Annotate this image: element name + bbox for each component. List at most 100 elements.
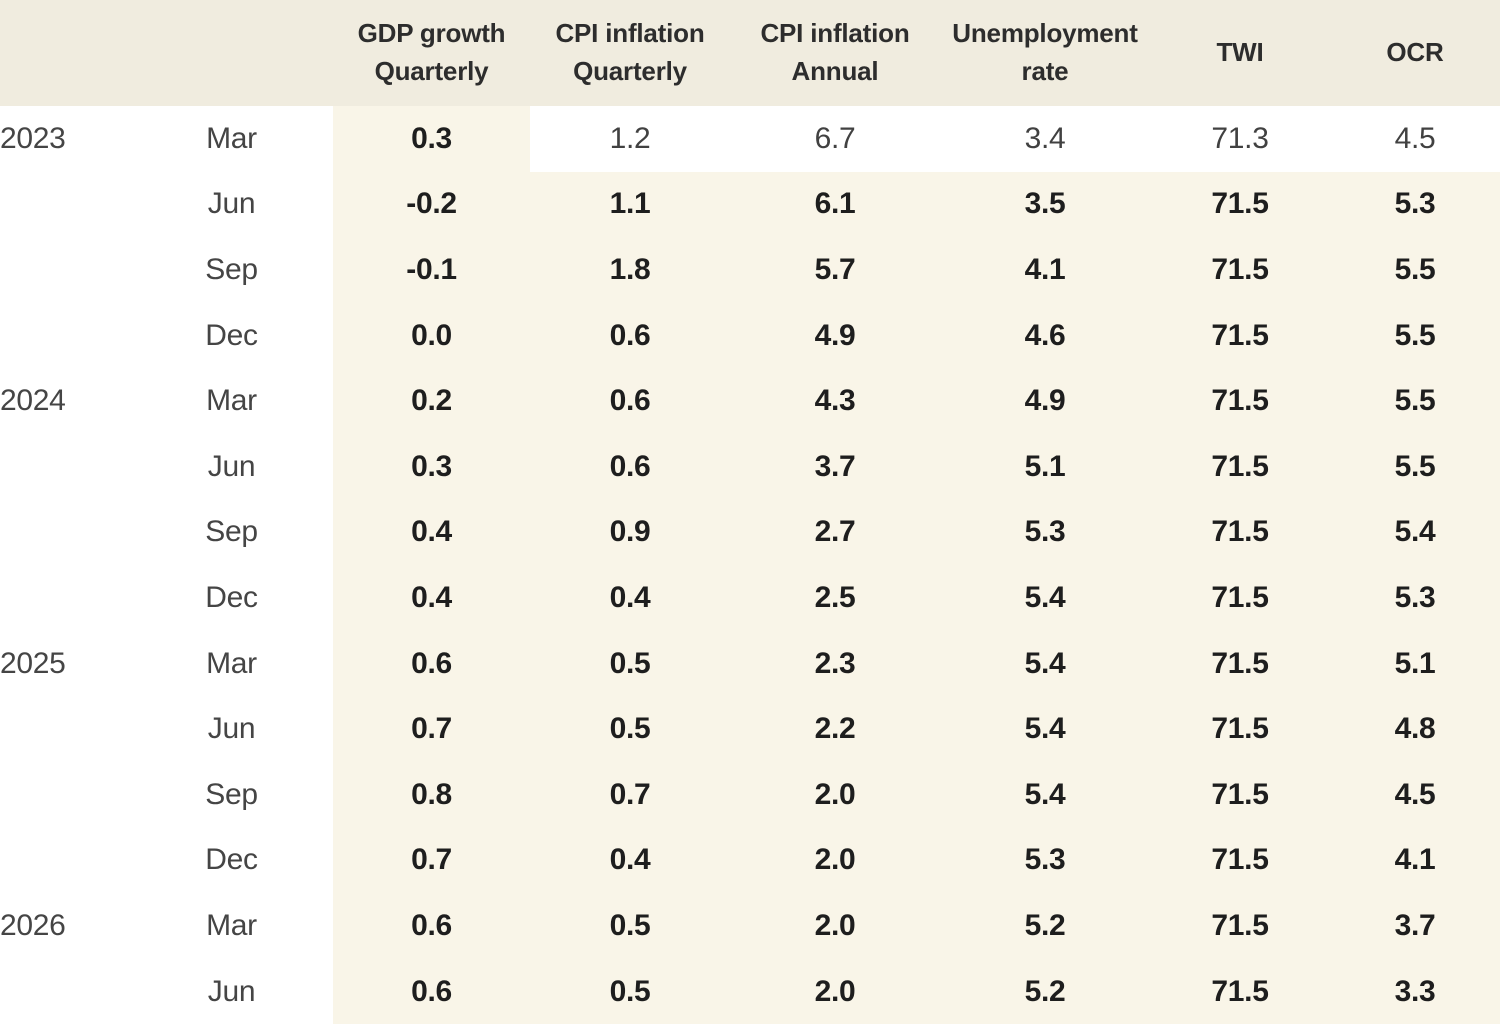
cell-gdp-growth-quarterly: 0.4 (333, 499, 530, 566)
cell-unemployment-rate: 5.4 (940, 761, 1150, 828)
cell-gdp-growth-quarterly: 0.0 (333, 302, 530, 369)
cell-year (0, 237, 130, 303)
cell-cpi-inflation-quarterly: 0.6 (530, 433, 730, 500)
cell-year (0, 433, 130, 500)
cell-cpi-inflation-annual: 2.7 (730, 499, 940, 566)
cell-quarter: Dec (130, 827, 333, 894)
cell-cpi-inflation-quarterly: 1.2 (530, 106, 730, 172)
table-header: GDP growth Quarterly CPI inflation Quart… (0, 0, 1500, 106)
cell-ocr: 5.4 (1330, 499, 1500, 566)
cell-twi: 71.5 (1150, 958, 1330, 1024)
cell-gdp-growth-quarterly: 0.7 (333, 827, 530, 894)
cell-year: 2023 (0, 106, 130, 172)
cell-twi: 71.5 (1150, 237, 1330, 303)
table-row: Dec 0.0 0.6 4.9 4.6 71.5 5.5 (0, 302, 1500, 369)
cell-gdp-growth-quarterly: 0.3 (333, 106, 530, 172)
table-row: Dec 0.7 0.4 2.0 5.3 71.5 4.1 (0, 827, 1500, 894)
cell-quarter: Jun (130, 171, 333, 238)
cell-cpi-inflation-quarterly: 0.5 (530, 696, 730, 762)
cell-twi: 71.5 (1150, 893, 1330, 959)
cell-ocr: 4.5 (1330, 761, 1500, 828)
cell-year (0, 958, 130, 1024)
cell-cpi-inflation-quarterly: 0.5 (530, 893, 730, 959)
table-row: Jun -0.2 1.1 6.1 3.5 71.5 5.3 (0, 171, 1500, 238)
column-header-cpi-inflation-annual: CPI inflation Annual (730, 0, 940, 106)
cell-cpi-inflation-quarterly: 0.4 (530, 565, 730, 631)
cell-year (0, 499, 130, 566)
cell-ocr: 5.3 (1330, 565, 1500, 631)
cell-quarter: Jun (130, 958, 333, 1024)
cell-unemployment-rate: 4.9 (940, 368, 1150, 434)
cell-unemployment-rate: 5.4 (940, 565, 1150, 631)
cell-cpi-inflation-quarterly: 0.6 (530, 368, 730, 434)
cell-quarter: Sep (130, 237, 333, 303)
cell-cpi-inflation-annual: 5.7 (730, 237, 940, 303)
cell-year (0, 761, 130, 828)
cell-quarter: Sep (130, 761, 333, 828)
table-row: Jun 0.3 0.6 3.7 5.1 71.5 5.5 (0, 433, 1500, 500)
cell-gdp-growth-quarterly: 0.8 (333, 761, 530, 828)
cell-ocr: 5.5 (1330, 237, 1500, 303)
column-header-ocr: OCR (1330, 0, 1500, 106)
column-header-gdp-growth-quarterly: GDP growth Quarterly (333, 0, 530, 106)
cell-unemployment-rate: 5.3 (940, 499, 1150, 566)
cell-cpi-inflation-annual: 2.0 (730, 958, 940, 1024)
table-row: Sep 0.8 0.7 2.0 5.4 71.5 4.5 (0, 761, 1500, 828)
cell-unemployment-rate: 5.1 (940, 433, 1150, 500)
table-row: Jun 0.6 0.5 2.0 5.2 71.5 3.3 (0, 958, 1500, 1024)
cell-cpi-inflation-quarterly: 0.9 (530, 499, 730, 566)
cell-year: 2024 (0, 368, 130, 434)
table-row: Sep 0.4 0.9 2.7 5.3 71.5 5.4 (0, 499, 1500, 566)
cell-quarter: Dec (130, 302, 333, 369)
cell-cpi-inflation-quarterly: 1.1 (530, 171, 730, 238)
cell-gdp-growth-quarterly: 0.4 (333, 565, 530, 631)
cell-cpi-inflation-annual: 3.7 (730, 433, 940, 500)
cell-cpi-inflation-quarterly: 0.5 (530, 958, 730, 1024)
cell-twi: 71.3 (1150, 106, 1330, 172)
header-row: GDP growth Quarterly CPI inflation Quart… (0, 0, 1500, 106)
cell-twi: 71.5 (1150, 761, 1330, 828)
cell-gdp-growth-quarterly: 0.7 (333, 696, 530, 762)
cell-gdp-growth-quarterly: 0.6 (333, 958, 530, 1024)
cell-twi: 71.5 (1150, 433, 1330, 500)
cell-cpi-inflation-annual: 6.1 (730, 171, 940, 238)
cell-twi: 71.5 (1150, 171, 1330, 238)
cell-gdp-growth-quarterly: 0.6 (333, 630, 530, 697)
table-row: 2024 Mar 0.2 0.6 4.3 4.9 71.5 5.5 (0, 368, 1500, 434)
column-header-cpi-inflation-quarterly: CPI inflation Quarterly (530, 0, 730, 106)
cell-unemployment-rate: 5.4 (940, 630, 1150, 697)
cell-unemployment-rate: 5.3 (940, 827, 1150, 894)
table-row: 2025 Mar 0.6 0.5 2.3 5.4 71.5 5.1 (0, 630, 1500, 697)
cell-quarter: Mar (130, 368, 333, 434)
cell-twi: 71.5 (1150, 827, 1330, 894)
table-row: Jun 0.7 0.5 2.2 5.4 71.5 4.8 (0, 696, 1500, 762)
cell-quarter: Jun (130, 696, 333, 762)
cell-ocr: 3.3 (1330, 958, 1500, 1024)
cell-ocr: 4.5 (1330, 106, 1500, 172)
table-row: Sep -0.1 1.8 5.7 4.1 71.5 5.5 (0, 237, 1500, 303)
cell-quarter: Sep (130, 499, 333, 566)
cell-cpi-inflation-annual: 6.7 (730, 106, 940, 172)
cell-cpi-inflation-quarterly: 0.6 (530, 302, 730, 369)
cell-year: 2026 (0, 893, 130, 959)
cell-cpi-inflation-quarterly: 0.5 (530, 630, 730, 697)
cell-year (0, 696, 130, 762)
cell-year (0, 565, 130, 631)
cell-unemployment-rate: 4.6 (940, 302, 1150, 369)
cell-cpi-inflation-annual: 2.0 (730, 893, 940, 959)
cell-twi: 71.5 (1150, 368, 1330, 434)
cell-cpi-inflation-annual: 2.2 (730, 696, 940, 762)
table-row: 2023 Mar 0.3 1.2 6.7 3.4 71.3 4.5 (0, 106, 1500, 172)
cell-gdp-growth-quarterly: 0.3 (333, 433, 530, 500)
cell-ocr: 4.8 (1330, 696, 1500, 762)
cell-ocr: 5.1 (1330, 630, 1500, 697)
cell-unemployment-rate: 4.1 (940, 237, 1150, 303)
cell-unemployment-rate: 3.5 (940, 171, 1150, 238)
cell-gdp-growth-quarterly: 0.2 (333, 368, 530, 434)
cell-ocr: 3.7 (1330, 893, 1500, 959)
table-body: 2023 Mar 0.3 1.2 6.7 3.4 71.3 4.5 Jun -0.2 1.1 6.1 3… (0, 106, 1500, 1024)
cell-cpi-inflation-annual: 4.3 (730, 368, 940, 434)
cell-quarter: Jun (130, 433, 333, 500)
cell-gdp-growth-quarterly: 0.6 (333, 893, 530, 959)
cell-cpi-inflation-quarterly: 1.8 (530, 237, 730, 303)
